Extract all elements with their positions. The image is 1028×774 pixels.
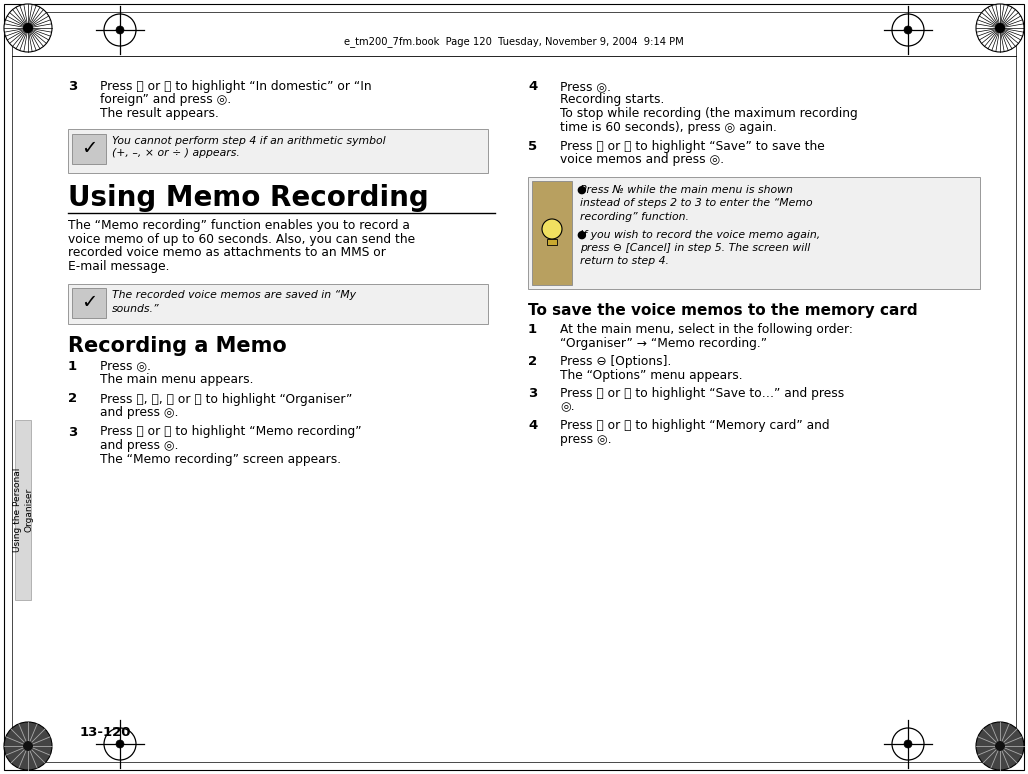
Text: Press ⓣ or ⓥ to highlight “Memo recording”: Press ⓣ or ⓥ to highlight “Memo recordin…: [100, 426, 362, 439]
Text: “Organiser” → “Memo recording.”: “Organiser” → “Memo recording.”: [560, 337, 767, 350]
Text: 4: 4: [528, 80, 538, 93]
Text: voice memos and press ◎.: voice memos and press ◎.: [560, 153, 724, 166]
Text: Press ◎.: Press ◎.: [100, 359, 151, 372]
Circle shape: [116, 740, 124, 748]
Text: 13-120: 13-120: [79, 725, 131, 738]
Text: The “Memo recording” function enables you to record a: The “Memo recording” function enables yo…: [68, 220, 410, 232]
Text: and press ◎.: and press ◎.: [100, 439, 179, 452]
Text: At the main menu, select in the following order:: At the main menu, select in the followin…: [560, 323, 853, 336]
Text: voice memo of up to 60 seconds. Also, you can send the: voice memo of up to 60 seconds. Also, yo…: [68, 233, 415, 246]
Circle shape: [4, 4, 52, 52]
Text: Press ⓣ or ⓥ to highlight “In domestic” or “In: Press ⓣ or ⓥ to highlight “In domestic” …: [100, 80, 372, 93]
Text: The main menu appears.: The main menu appears.: [100, 373, 254, 386]
Bar: [528, 177, 980, 289]
Text: 5: 5: [528, 140, 537, 153]
Circle shape: [976, 722, 1024, 770]
Text: Press № while the main menu is shown: Press № while the main menu is shown: [580, 185, 793, 195]
Text: To stop while recording (the maximum recording: To stop while recording (the maximum rec…: [560, 107, 857, 120]
Text: sounds.”: sounds.”: [112, 303, 159, 313]
Text: E-mail message.: E-mail message.: [68, 260, 170, 273]
Text: 4: 4: [528, 419, 538, 432]
Text: The “Options” menu appears.: The “Options” menu appears.: [560, 368, 742, 382]
Bar: [15, 420, 31, 600]
Text: 3: 3: [528, 387, 538, 400]
Circle shape: [976, 4, 1024, 52]
Text: 1: 1: [528, 323, 537, 336]
Bar: [533, 181, 572, 285]
Text: ●: ●: [576, 230, 586, 239]
Circle shape: [904, 740, 912, 748]
Text: Recording a Memo: Recording a Memo: [68, 335, 287, 355]
Circle shape: [23, 741, 33, 751]
Circle shape: [23, 23, 33, 33]
Text: foreign” and press ◎.: foreign” and press ◎.: [100, 94, 231, 107]
Text: Press ◎.: Press ◎.: [560, 80, 611, 93]
Text: 1: 1: [68, 359, 77, 372]
Text: If you wish to record the voice memo again,: If you wish to record the voice memo aga…: [580, 230, 820, 239]
Text: ✓: ✓: [81, 139, 98, 158]
Text: Press ⓣ or ⓥ to highlight “Save” to save the: Press ⓣ or ⓥ to highlight “Save” to save…: [560, 140, 824, 153]
Text: (+, –, × or ÷ ) appears.: (+, –, × or ÷ ) appears.: [112, 149, 240, 159]
Text: Press ⓣ, ⓥ, ⓡ or ⓞ to highlight “Organiser”: Press ⓣ, ⓥ, ⓡ or ⓞ to highlight “Organis…: [100, 392, 353, 406]
Bar: [72, 287, 106, 317]
Bar: [547, 239, 557, 245]
Text: instead of steps 2 to 3 to enter the “Memo: instead of steps 2 to 3 to enter the “Me…: [580, 198, 812, 208]
Text: time is 60 seconds), press ◎ again.: time is 60 seconds), press ◎ again.: [560, 121, 777, 133]
Text: recorded voice memo as attachments to an MMS or: recorded voice memo as attachments to an…: [68, 246, 386, 259]
Text: Press ⓣ or ⓥ to highlight “Memory card” and: Press ⓣ or ⓥ to highlight “Memory card” …: [560, 419, 830, 432]
Bar: [72, 133, 106, 163]
Text: The result appears.: The result appears.: [100, 107, 219, 120]
Bar: [68, 128, 488, 173]
Text: Using the Personal
Organiser: Using the Personal Organiser: [12, 467, 33, 552]
Text: e_tm200_7fm.book  Page 120  Tuesday, November 9, 2004  9:14 PM: e_tm200_7fm.book Page 120 Tuesday, Novem…: [344, 36, 684, 47]
Text: return to step 4.: return to step 4.: [580, 256, 669, 266]
Circle shape: [995, 23, 1005, 33]
Text: press ⊖ [Cancel] in step 5. The screen will: press ⊖ [Cancel] in step 5. The screen w…: [580, 243, 810, 253]
Text: 2: 2: [528, 355, 537, 368]
Circle shape: [904, 26, 912, 34]
Circle shape: [4, 722, 52, 770]
Text: Press ⊖ [Options].: Press ⊖ [Options].: [560, 355, 671, 368]
Circle shape: [116, 26, 124, 34]
Text: Using Memo Recording: Using Memo Recording: [68, 184, 429, 213]
Text: press ◎.: press ◎.: [560, 433, 612, 446]
Text: You cannot perform step 4 if an arithmetic symbol: You cannot perform step 4 if an arithmet…: [112, 135, 386, 146]
Text: ◎.: ◎.: [560, 400, 575, 413]
Bar: [68, 283, 488, 324]
Text: 2: 2: [68, 392, 77, 406]
Text: and press ◎.: and press ◎.: [100, 406, 179, 419]
Text: ●: ●: [576, 185, 586, 195]
Text: ✓: ✓: [81, 293, 98, 312]
Circle shape: [995, 741, 1005, 751]
Text: The “Memo recording” screen appears.: The “Memo recording” screen appears.: [100, 453, 341, 465]
Text: To save the voice memos to the memory card: To save the voice memos to the memory ca…: [528, 303, 918, 318]
Text: Press ⓣ or ⓥ to highlight “Save to…” and press: Press ⓣ or ⓥ to highlight “Save to…” and…: [560, 387, 844, 400]
Text: Recording starts.: Recording starts.: [560, 94, 664, 107]
Circle shape: [542, 219, 562, 239]
Text: 3: 3: [68, 426, 77, 439]
Text: 3: 3: [68, 80, 77, 93]
Text: recording” function.: recording” function.: [580, 212, 689, 222]
Text: The recorded voice memos are saved in “My: The recorded voice memos are saved in “M…: [112, 290, 356, 300]
